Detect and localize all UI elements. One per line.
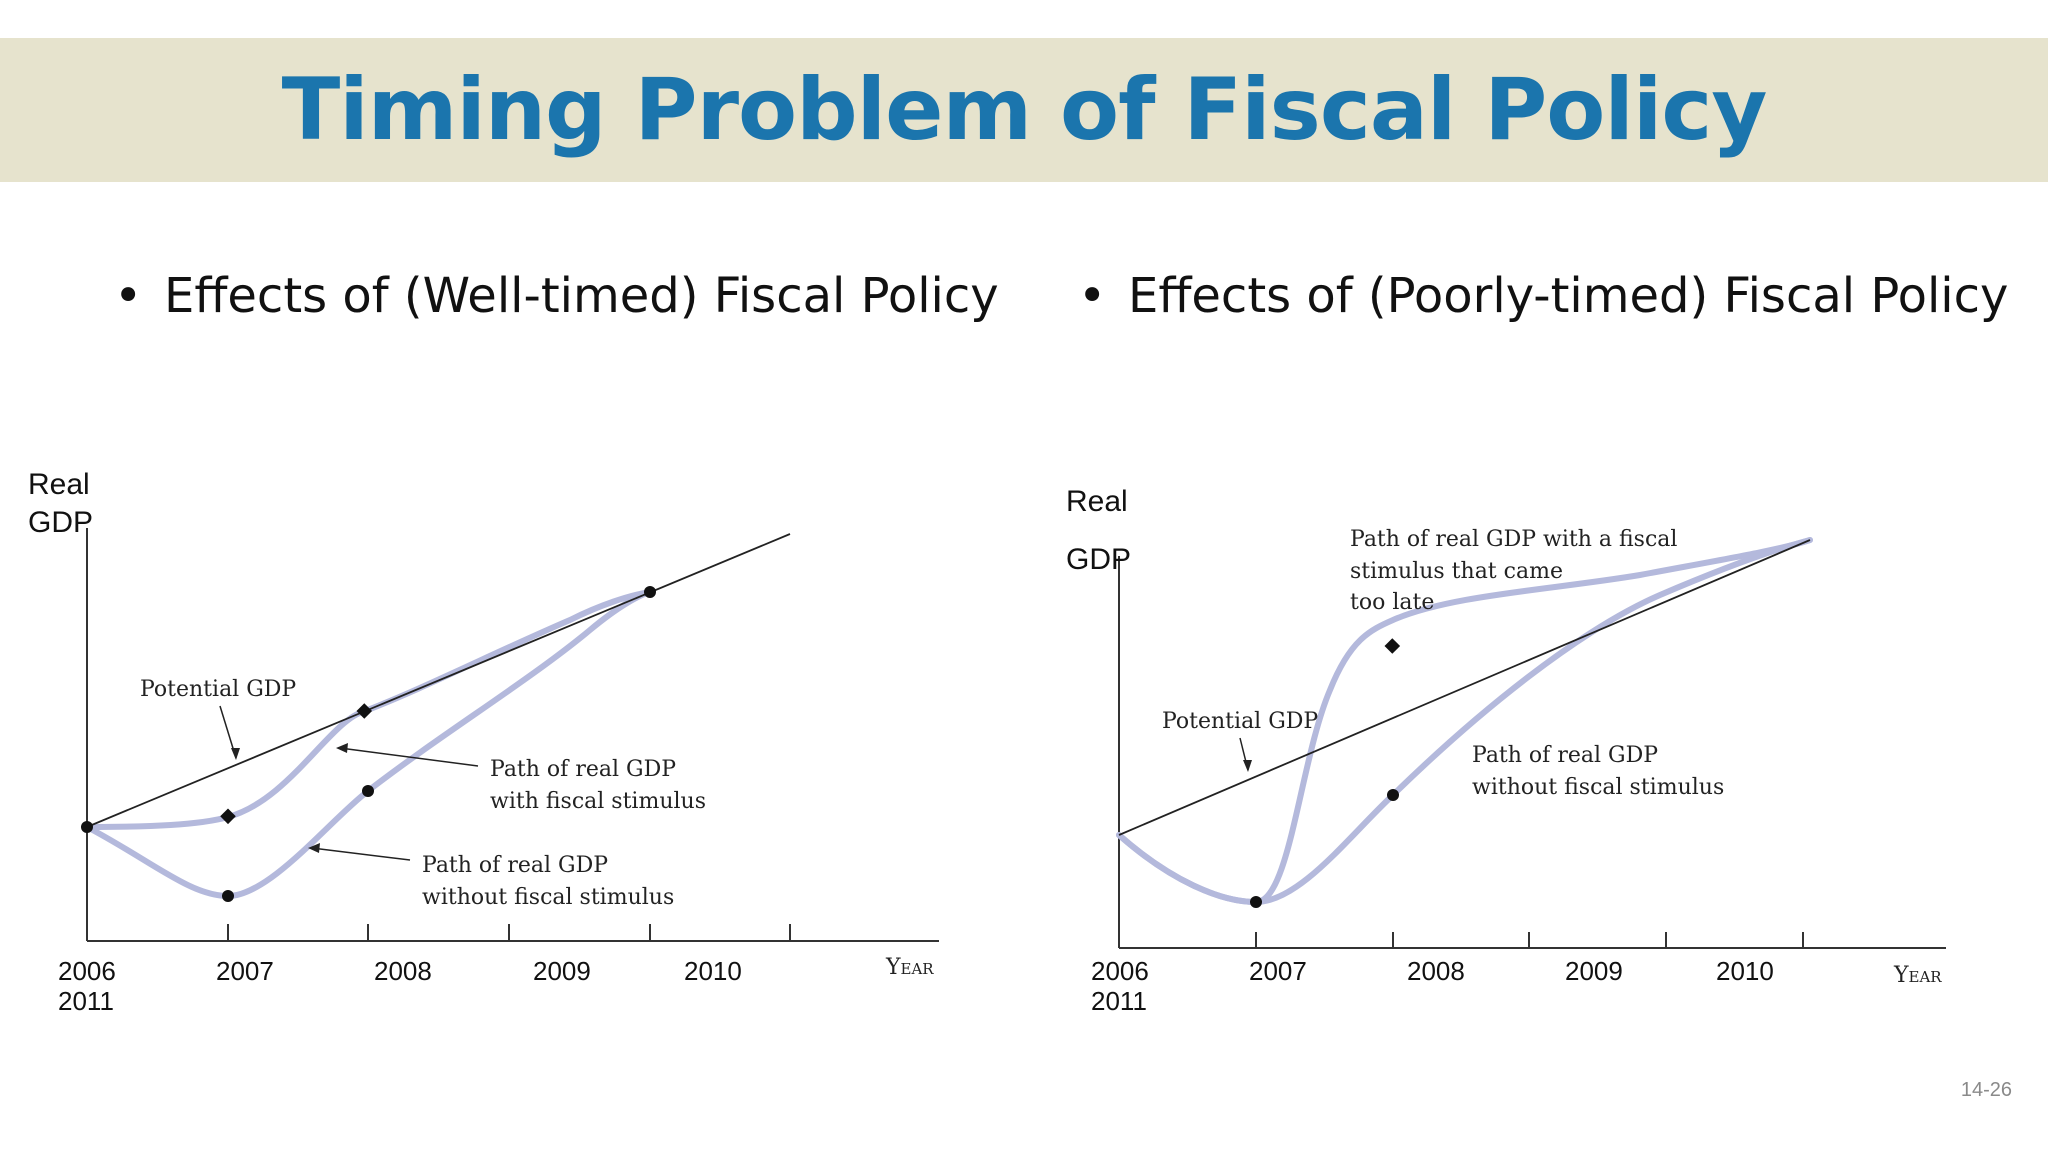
series-without-stimulus [84, 589, 653, 900]
annotation-without-stimulus-line1: Path of real GDP [1472, 743, 1658, 768]
series-potential-gdp [86, 533, 791, 828]
tick-label-2010: 2010 [1716, 956, 1774, 986]
bullet-well-timed: • Effects of (Well-timed) Fiscal Policy [114, 268, 999, 324]
marker-dot [1387, 789, 1399, 801]
chart-well-timed: Potential GDP Path of real GDP with fisc… [28, 468, 939, 1016]
x-axis-label: Year [1893, 963, 1942, 988]
y-axis-label-line1: Real [1066, 485, 1128, 518]
annotation-potential-gdp: Potential GDP [140, 677, 296, 702]
marker-dot [362, 785, 374, 797]
bullet-poorly-timed-text: Effects of (Poorly-timed) Fiscal Policy [1128, 268, 2009, 324]
title-band [0, 38, 2048, 182]
annotation-late-stimulus-line2: stimulus that came [1350, 559, 1563, 584]
bullet-well-timed-text: Effects of (Well-timed) Fiscal Policy [164, 268, 999, 324]
annotation-leader [311, 847, 411, 861]
annotation-arrowhead [231, 748, 240, 760]
slide-number: 14-26 [1960, 1079, 2012, 1101]
bullet-dot: • [114, 268, 143, 324]
tick-label-2006: 2006 [58, 956, 116, 986]
y-axis-label-line1: Real [28, 468, 90, 501]
marker-diamond [1384, 638, 1401, 654]
tick-label-2006: 2006 [1091, 956, 1149, 986]
bullet-dot: • [1078, 268, 1107, 324]
annotation-late-stimulus-line1: Path of real GDP with a fiscal [1350, 527, 1677, 552]
tick-label-2008: 2008 [1407, 956, 1465, 986]
tick-label-2010: 2010 [684, 956, 742, 986]
annotation-without-stimulus-line2: without fiscal stimulus [1472, 775, 1724, 800]
tick-label-2011: 2011 [1091, 986, 1147, 1016]
marker-dot [81, 821, 93, 833]
y-axis-label-line2: GDP [1066, 543, 1131, 576]
tick-label-2009: 2009 [533, 956, 591, 986]
marker-dot [222, 890, 234, 902]
annotation-arrowhead [336, 743, 348, 753]
y-axis-label-line2: GDP [28, 506, 93, 539]
annotation-potential-gdp: Potential GDP [1162, 709, 1318, 734]
annotation-leader [339, 747, 479, 767]
bullet-poorly-timed: • Effects of (Poorly-timed) Fiscal Policy [1078, 268, 2008, 324]
tick-label-2011: 2011 [58, 986, 114, 1016]
tick-label-2009: 2009 [1565, 956, 1623, 986]
tick-label-2007: 2007 [1249, 956, 1307, 986]
marker-diamond [220, 808, 236, 825]
x-axis-label: Year [885, 955, 934, 980]
marker-dot [644, 586, 656, 598]
annotation-with-stimulus-line2: with fiscal stimulus [490, 789, 706, 814]
series-without-stimulus [1116, 537, 1813, 906]
annotation-with-stimulus-line1: Path of real GDP [490, 757, 676, 782]
annotation-without-stimulus-line2: without fiscal stimulus [422, 885, 674, 910]
marker-dot [1250, 896, 1262, 908]
series-potential-gdp [1118, 539, 1811, 836]
chart-poorly-timed: Path of real GDP with a fiscal stimulus … [1066, 485, 1946, 1016]
slide-title: Timing Problem of Fiscal Policy [281, 60, 1768, 160]
annotation-arrowhead [308, 843, 320, 853]
annotation-arrowhead [1243, 760, 1252, 772]
annotation-without-stimulus-line1: Path of real GDP [422, 853, 608, 878]
marker-diamond [356, 703, 373, 719]
tick-label-2007: 2007 [216, 956, 274, 986]
tick-label-2008: 2008 [374, 956, 432, 986]
annotation-late-stimulus-line3: too late [1350, 590, 1434, 615]
